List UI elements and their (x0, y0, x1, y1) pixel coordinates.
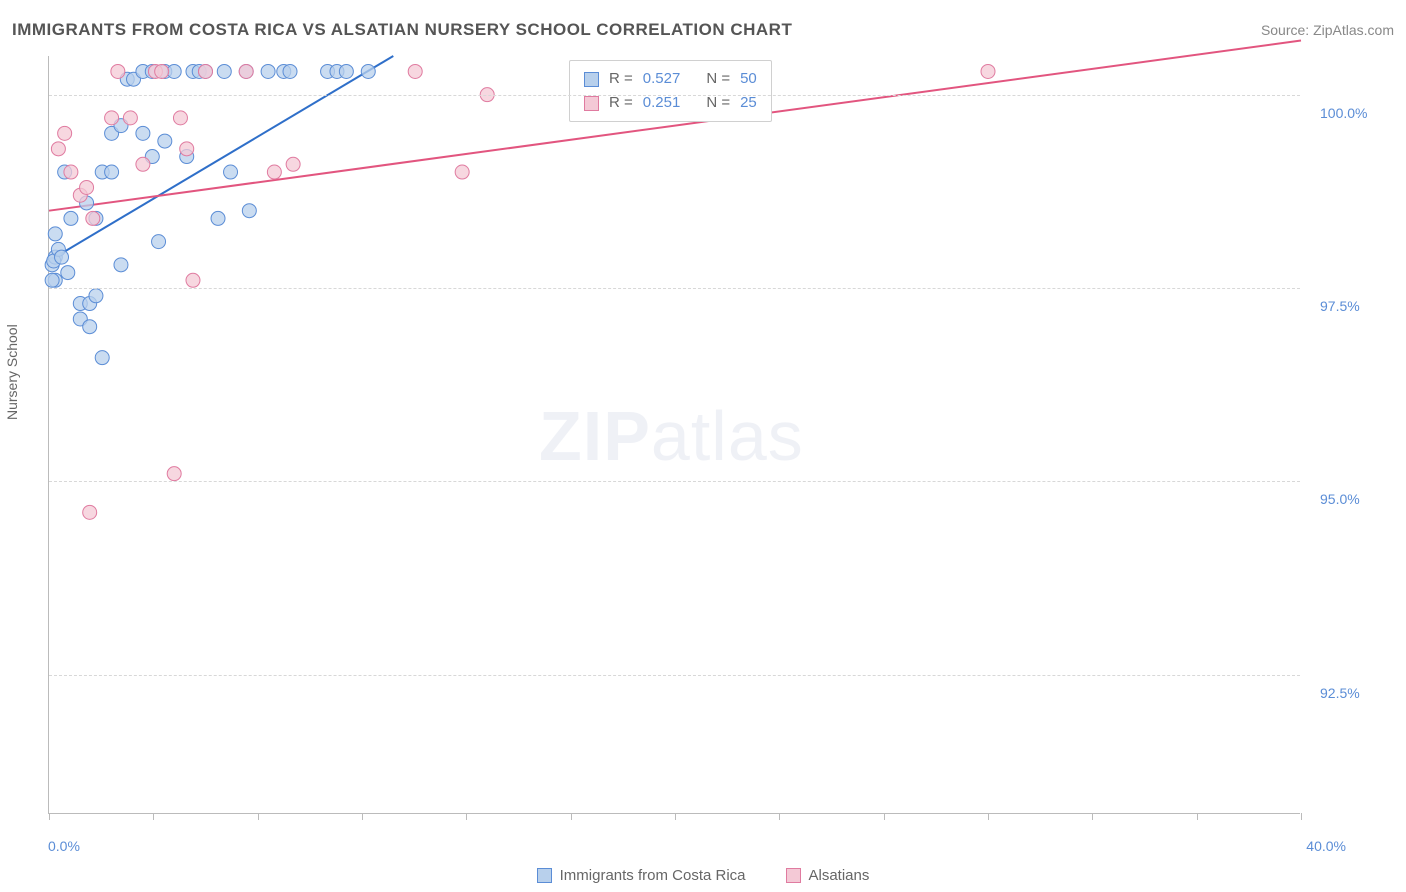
data-point (64, 211, 78, 225)
data-point (158, 134, 172, 148)
gridline (49, 481, 1300, 482)
gridline (49, 288, 1300, 289)
x-tick (153, 813, 154, 820)
data-point (267, 165, 281, 179)
data-point (180, 142, 194, 156)
y-tick-label: 97.5% (1320, 298, 1360, 314)
data-point (80, 180, 94, 194)
swatch-icon (584, 72, 599, 87)
r-value: 0.527 (643, 67, 681, 91)
data-point (136, 126, 150, 140)
data-point (211, 211, 225, 225)
data-point (339, 64, 353, 78)
data-point (217, 64, 231, 78)
data-point (186, 273, 200, 287)
data-point (167, 467, 181, 481)
x-tick (1301, 813, 1302, 820)
data-point (173, 111, 187, 125)
data-point (167, 64, 181, 78)
n-value: 50 (740, 67, 757, 91)
x-tick (1197, 813, 1198, 820)
data-point (105, 165, 119, 179)
data-point (152, 235, 166, 249)
data-point (136, 157, 150, 171)
x-tick (779, 813, 780, 820)
data-point (89, 289, 103, 303)
x-tick (49, 813, 50, 820)
x-tick (884, 813, 885, 820)
legend-item: Immigrants from Costa Rica (537, 867, 746, 884)
gridline (49, 675, 1300, 676)
x-tick (258, 813, 259, 820)
x-axis-max-label: 40.0% (1306, 838, 1346, 854)
data-point (981, 64, 995, 78)
data-point (155, 64, 169, 78)
chart-title: IMMIGRANTS FROM COSTA RICA VS ALSATIAN N… (12, 20, 792, 40)
data-point (58, 126, 72, 140)
data-point (408, 64, 422, 78)
x-tick (571, 813, 572, 820)
x-tick (988, 813, 989, 820)
swatch-icon (537, 868, 552, 883)
data-point (242, 204, 256, 218)
series-legend: Immigrants from Costa Rica Alsatians (0, 867, 1406, 884)
r-label: R = (609, 67, 633, 91)
scatter-plot-svg (49, 56, 1300, 813)
data-point (361, 64, 375, 78)
chart-plot-area: R = 0.527 N = 50 R = 0.251 N = 25 ZIPatl… (48, 56, 1300, 814)
data-point (51, 142, 65, 156)
regression-line (55, 56, 393, 257)
legend-label: Immigrants from Costa Rica (560, 867, 746, 884)
y-tick-label: 100.0% (1320, 105, 1367, 121)
swatch-icon (786, 868, 801, 883)
correlation-legend: R = 0.527 N = 50 R = 0.251 N = 25 (569, 60, 772, 122)
data-point (123, 111, 137, 125)
data-point (83, 320, 97, 334)
y-axis-label: Nursery School (4, 324, 20, 420)
legend-row-series1: R = 0.527 N = 50 (584, 67, 757, 91)
data-point (48, 227, 62, 241)
x-axis-min-label: 0.0% (48, 838, 80, 854)
data-point (105, 111, 119, 125)
data-point (55, 250, 69, 264)
data-point (64, 165, 78, 179)
gridline (49, 95, 1300, 96)
data-point (239, 64, 253, 78)
source-label: Source: ZipAtlas.com (1261, 22, 1394, 38)
data-point (61, 266, 75, 280)
x-tick (1092, 813, 1093, 820)
data-point (283, 64, 297, 78)
data-point (199, 64, 213, 78)
data-point (86, 211, 100, 225)
y-tick-label: 92.5% (1320, 685, 1360, 701)
data-point (224, 165, 238, 179)
legend-label: Alsatians (809, 867, 870, 884)
y-tick-label: 95.0% (1320, 491, 1360, 507)
data-point (111, 64, 125, 78)
data-point (83, 505, 97, 519)
data-point (95, 351, 109, 365)
data-point (261, 64, 275, 78)
legend-item: Alsatians (786, 867, 870, 884)
n-label: N = (706, 67, 730, 91)
x-tick (466, 813, 467, 820)
data-point (45, 273, 59, 287)
x-tick (362, 813, 363, 820)
x-tick (675, 813, 676, 820)
swatch-icon (584, 96, 599, 111)
data-point (455, 165, 469, 179)
data-point (286, 157, 300, 171)
data-point (114, 258, 128, 272)
